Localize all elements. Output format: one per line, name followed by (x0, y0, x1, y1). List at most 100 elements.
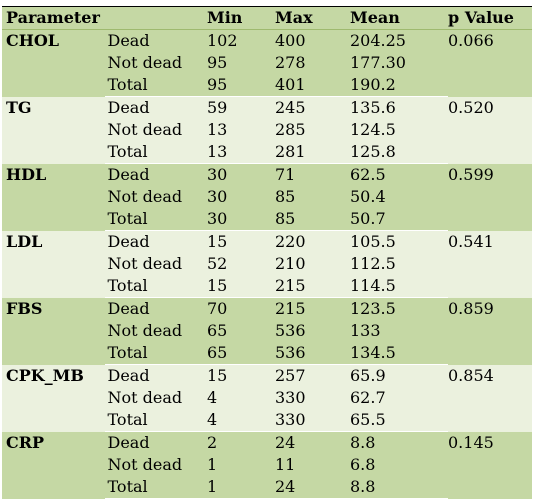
mean-value: 105.5 (350, 230, 448, 253)
max-value: 330 (275, 387, 350, 409)
parameter-name: CRP (2, 431, 105, 499)
parameter-name: TG (2, 96, 105, 164)
mean-value: 8.8 (350, 431, 448, 454)
table-row: CPK_MB Dead 15 257 65.9 0.854 (2, 364, 532, 432)
min-value: 13 (207, 119, 275, 141)
min-value: 65 (207, 342, 275, 365)
mean-value: 62.5 (350, 163, 448, 186)
max-value: 85 (275, 208, 350, 231)
table-row: Not dead 65 536 133 (2, 320, 532, 342)
table-body: CHOL Dead 102 400 204.25 0.066 Not dead 95 278 17… (2, 29, 532, 499)
max-value: 24 (275, 431, 350, 454)
min-value: 70 (207, 297, 275, 320)
max-value: 400 (275, 29, 350, 52)
mean-value: 6.8 (350, 454, 448, 476)
mean-value: 133 (350, 320, 448, 342)
table-row: TG Dead 59 245 135.6 0.520 (2, 96, 532, 164)
min-value: 30 (207, 163, 275, 186)
parameter-table: Parameter Min Max Mean p Value CHOL Dead 1… (2, 7, 532, 499)
min-value: 4 (207, 409, 275, 432)
group-label: Dead (104, 163, 207, 186)
group-label: Dead (104, 364, 207, 387)
min-value: 13 (207, 141, 275, 164)
max-value: 215 (275, 275, 350, 298)
parameter-name: LDL (2, 230, 105, 298)
group-label: Total (104, 74, 207, 97)
table-row: CRP Dead 2 24 8.8 0.145 (2, 431, 532, 499)
group-label: Total (104, 275, 207, 298)
p-value: 0.541 (448, 230, 532, 298)
max-value: 330 (275, 409, 350, 432)
mean-value: 50.7 (350, 208, 448, 231)
mean-value: 65.5 (350, 409, 448, 432)
p-value: 0.520 (448, 96, 532, 164)
table-row: LDL Dead 15 220 105.5 0.541 (2, 230, 532, 298)
group-label: Not dead (104, 119, 207, 141)
min-value: 1 (207, 454, 275, 476)
max-value: 536 (275, 320, 350, 342)
parameter-name: HDL (2, 163, 105, 231)
group-label: Total (104, 409, 207, 432)
parameter-name: CHOL (2, 29, 105, 97)
group-label: Dead (104, 431, 207, 454)
max-value: 220 (275, 230, 350, 253)
table-header-row: Parameter Min Max Mean p Value (2, 7, 532, 30)
table-row: Total 15 215 114.5 (2, 275, 532, 298)
group-label: Dead (104, 29, 207, 52)
group-label: Dead (104, 96, 207, 119)
max-value: 285 (275, 119, 350, 141)
min-value: 65 (207, 320, 275, 342)
max-value: 536 (275, 342, 350, 365)
group-label: Not dead (104, 320, 207, 342)
min-value: 1 (207, 476, 275, 499)
max-value: 257 (275, 364, 350, 387)
table-row: FBS Dead 70 215 123.5 0.859 (2, 297, 532, 365)
table-row: Not dead 95 278 177.30 (2, 52, 532, 74)
min-value: 95 (207, 52, 275, 74)
p-value: 0.854 (448, 364, 532, 432)
table-row: Total 13 281 125.8 (2, 141, 532, 164)
min-value: 15 (207, 230, 275, 253)
min-value: 59 (207, 96, 275, 119)
mean-value: 125.8 (350, 141, 448, 164)
table-row: Total 65 536 134.5 (2, 342, 532, 365)
table-row: Not dead 4 330 62.7 (2, 387, 532, 409)
max-value: 71 (275, 163, 350, 186)
group-label: Dead (104, 297, 207, 320)
table-row: CHOL Dead 102 400 204.25 0.066 (2, 29, 532, 97)
min-value: 15 (207, 364, 275, 387)
mean-value: 65.9 (350, 364, 448, 387)
group-label: Not dead (104, 52, 207, 74)
group-label: Not dead (104, 186, 207, 208)
header-parameter: Parameter (2, 7, 207, 30)
data-table-container: Parameter Min Max Mean p Value CHOL Dead 1… (2, 6, 532, 499)
min-value: 30 (207, 208, 275, 231)
header-max: Max (275, 7, 350, 30)
mean-value: 50.4 (350, 186, 448, 208)
max-value: 11 (275, 454, 350, 476)
mean-value: 124.5 (350, 119, 448, 141)
max-value: 278 (275, 52, 350, 74)
min-value: 52 (207, 253, 275, 275)
table-row: Total 4 330 65.5 (2, 409, 532, 432)
mean-value: 112.5 (350, 253, 448, 275)
mean-value: 134.5 (350, 342, 448, 365)
table-row: Not dead 52 210 112.5 (2, 253, 532, 275)
table-row: HDL Dead 30 71 62.5 0.599 (2, 163, 532, 231)
group-label: Not dead (104, 253, 207, 275)
max-value: 401 (275, 74, 350, 97)
min-value: 95 (207, 74, 275, 97)
parameter-name: FBS (2, 297, 105, 365)
p-value: 0.066 (448, 29, 532, 97)
group-label: Not dead (104, 454, 207, 476)
max-value: 24 (275, 476, 350, 499)
min-value: 2 (207, 431, 275, 454)
table-row: Not dead 30 85 50.4 (2, 186, 532, 208)
min-value: 15 (207, 275, 275, 298)
group-label: Not dead (104, 387, 207, 409)
min-value: 102 (207, 29, 275, 52)
max-value: 245 (275, 96, 350, 119)
mean-value: 62.7 (350, 387, 448, 409)
min-value: 30 (207, 186, 275, 208)
mean-value: 123.5 (350, 297, 448, 320)
